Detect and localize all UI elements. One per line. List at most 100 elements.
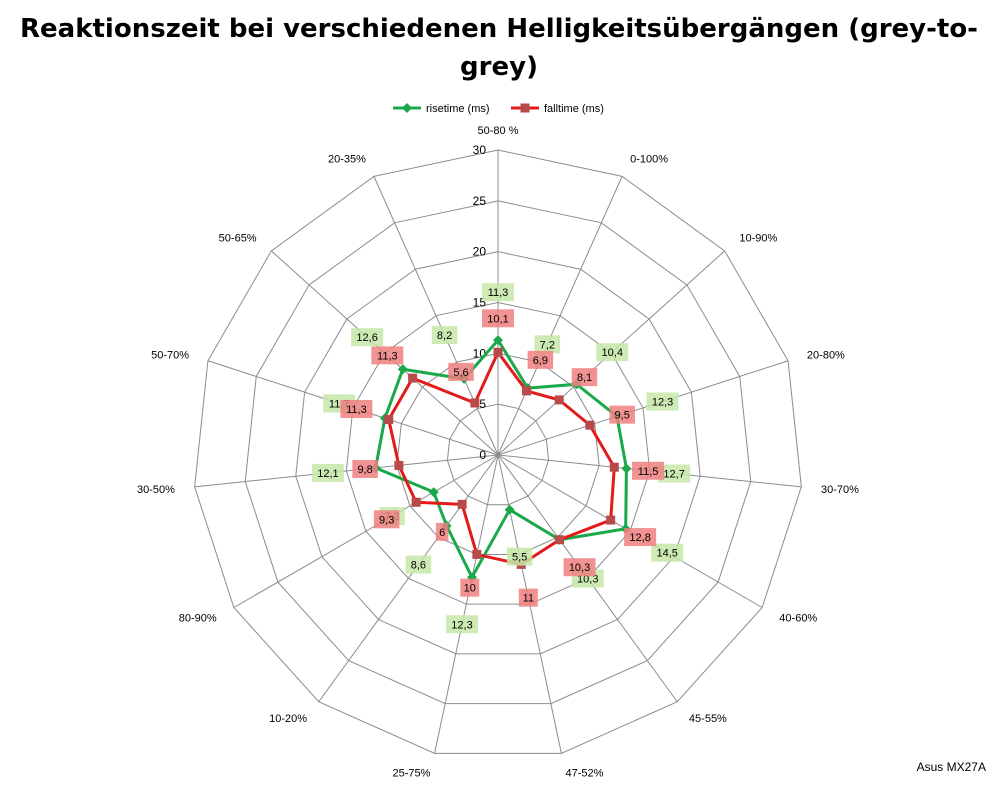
data-label-box <box>431 325 458 344</box>
data-label: 11,3 <box>346 404 367 416</box>
data-label-box <box>632 461 665 480</box>
data-label: 10,1 <box>487 313 508 325</box>
legend-label: risetime (ms) <box>426 103 490 115</box>
data-label-box <box>506 547 533 566</box>
grid-ring <box>345 301 651 605</box>
data-point-marker <box>408 373 418 383</box>
data-label: 12,7 <box>663 469 684 481</box>
category-label: 20-80% <box>807 350 845 362</box>
chart-title: Reaktionszeit bei verschiedenen Helligke… <box>20 14 978 82</box>
data-label: 8,1 <box>577 372 592 384</box>
legend-marker <box>520 103 530 113</box>
data-point-marker <box>585 420 595 430</box>
grid-spoke <box>318 454 499 703</box>
data-label: 11,3 <box>377 350 398 362</box>
data-label: 11,5 <box>638 466 659 478</box>
data-label-box <box>518 588 538 607</box>
data-label-box <box>351 328 384 347</box>
grid-ring <box>194 149 802 754</box>
category-label: 50-65% <box>219 233 257 245</box>
data-label-box <box>646 392 679 411</box>
data-label: 12,1 <box>317 468 338 480</box>
data-label: 6,9 <box>533 355 548 367</box>
tick-label: 30 <box>473 143 487 157</box>
data-label: 14,5 <box>657 548 678 560</box>
data-point-marker <box>411 497 421 507</box>
data-label: 11 <box>523 593 534 605</box>
data-label-box <box>448 362 474 381</box>
watermark-text: Asus MX27A <box>916 760 986 774</box>
data-label: 10,3 <box>569 562 590 574</box>
category-label: 40-60% <box>779 612 817 624</box>
data-label: 9,8 <box>357 464 372 476</box>
data-label: 6 <box>439 527 445 539</box>
category-label: 10-90% <box>739 233 777 245</box>
data-label: 12,3 <box>451 619 472 631</box>
data-label-box <box>571 368 598 387</box>
data-label: 5,6 <box>453 367 468 379</box>
data-label-box <box>446 615 479 634</box>
data-label-box <box>658 464 691 483</box>
data-label: 8,6 <box>411 560 426 572</box>
series-1 <box>384 347 619 569</box>
data-label: 9,5 <box>615 410 630 422</box>
category-label: 50-80 % <box>478 125 519 137</box>
data-label: 9,3 <box>379 514 394 526</box>
data-label-box <box>534 335 561 354</box>
grid-ring <box>295 251 701 655</box>
data-label-box <box>435 522 449 541</box>
category-label: 80-90% <box>179 612 217 624</box>
data-point-marker <box>522 386 532 396</box>
category-label: 47-52% <box>566 768 604 780</box>
data-point-marker <box>555 535 565 545</box>
data-point-marker <box>621 463 632 474</box>
data-point-marker <box>609 462 619 472</box>
data-label: 10 <box>464 583 476 595</box>
data-label: 7,2 <box>540 339 555 351</box>
data-label-box <box>460 578 480 597</box>
data-point-marker <box>493 347 503 357</box>
data-point-marker <box>384 414 394 424</box>
category-label: 45-55% <box>689 713 727 725</box>
data-label-box <box>482 309 514 328</box>
data-label: 12,8 <box>629 532 650 544</box>
data-point-marker <box>428 487 439 498</box>
data-label: 11,3 <box>488 287 509 299</box>
data-label: 12,3 <box>652 397 673 409</box>
category-label: 20-35% <box>328 153 366 165</box>
category-label: 30-70% <box>821 484 859 496</box>
data-label-box <box>482 283 514 302</box>
radar-grid <box>194 149 802 754</box>
data-label: 12,6 <box>356 332 377 344</box>
grid-ring <box>244 200 752 705</box>
legend: risetime (ms) falltime (ms) <box>393 103 604 115</box>
data-label: 5,5 <box>512 552 527 564</box>
grid-ring <box>446 403 550 506</box>
data-point-marker <box>457 499 467 509</box>
data-label-box <box>651 543 684 562</box>
grid-spoke <box>194 454 499 488</box>
category-label: 30-50% <box>137 484 175 496</box>
tick-label: 10 <box>473 346 487 360</box>
tick-label: 5 <box>479 397 486 411</box>
tick-label: 0 <box>479 448 486 462</box>
data-label-box <box>371 346 404 365</box>
grid-spoke <box>373 176 499 456</box>
grid-spoke <box>434 454 499 754</box>
legend-marker <box>402 103 412 113</box>
grid-ring <box>396 352 600 555</box>
series-line <box>387 350 616 566</box>
data-point-marker <box>472 549 482 559</box>
grid-spoke <box>497 176 623 456</box>
tick-label: 25 <box>473 194 487 208</box>
series-line <box>374 338 628 579</box>
data-label: 10,4 <box>602 347 623 359</box>
data-label-box <box>340 399 373 418</box>
category-label: 25-75% <box>393 768 431 780</box>
data-point-marker <box>504 504 515 515</box>
data-label-box <box>624 528 657 547</box>
data-label-box <box>352 459 378 478</box>
data-label-box <box>311 463 344 482</box>
legend-label: falltime (ms) <box>544 103 604 115</box>
